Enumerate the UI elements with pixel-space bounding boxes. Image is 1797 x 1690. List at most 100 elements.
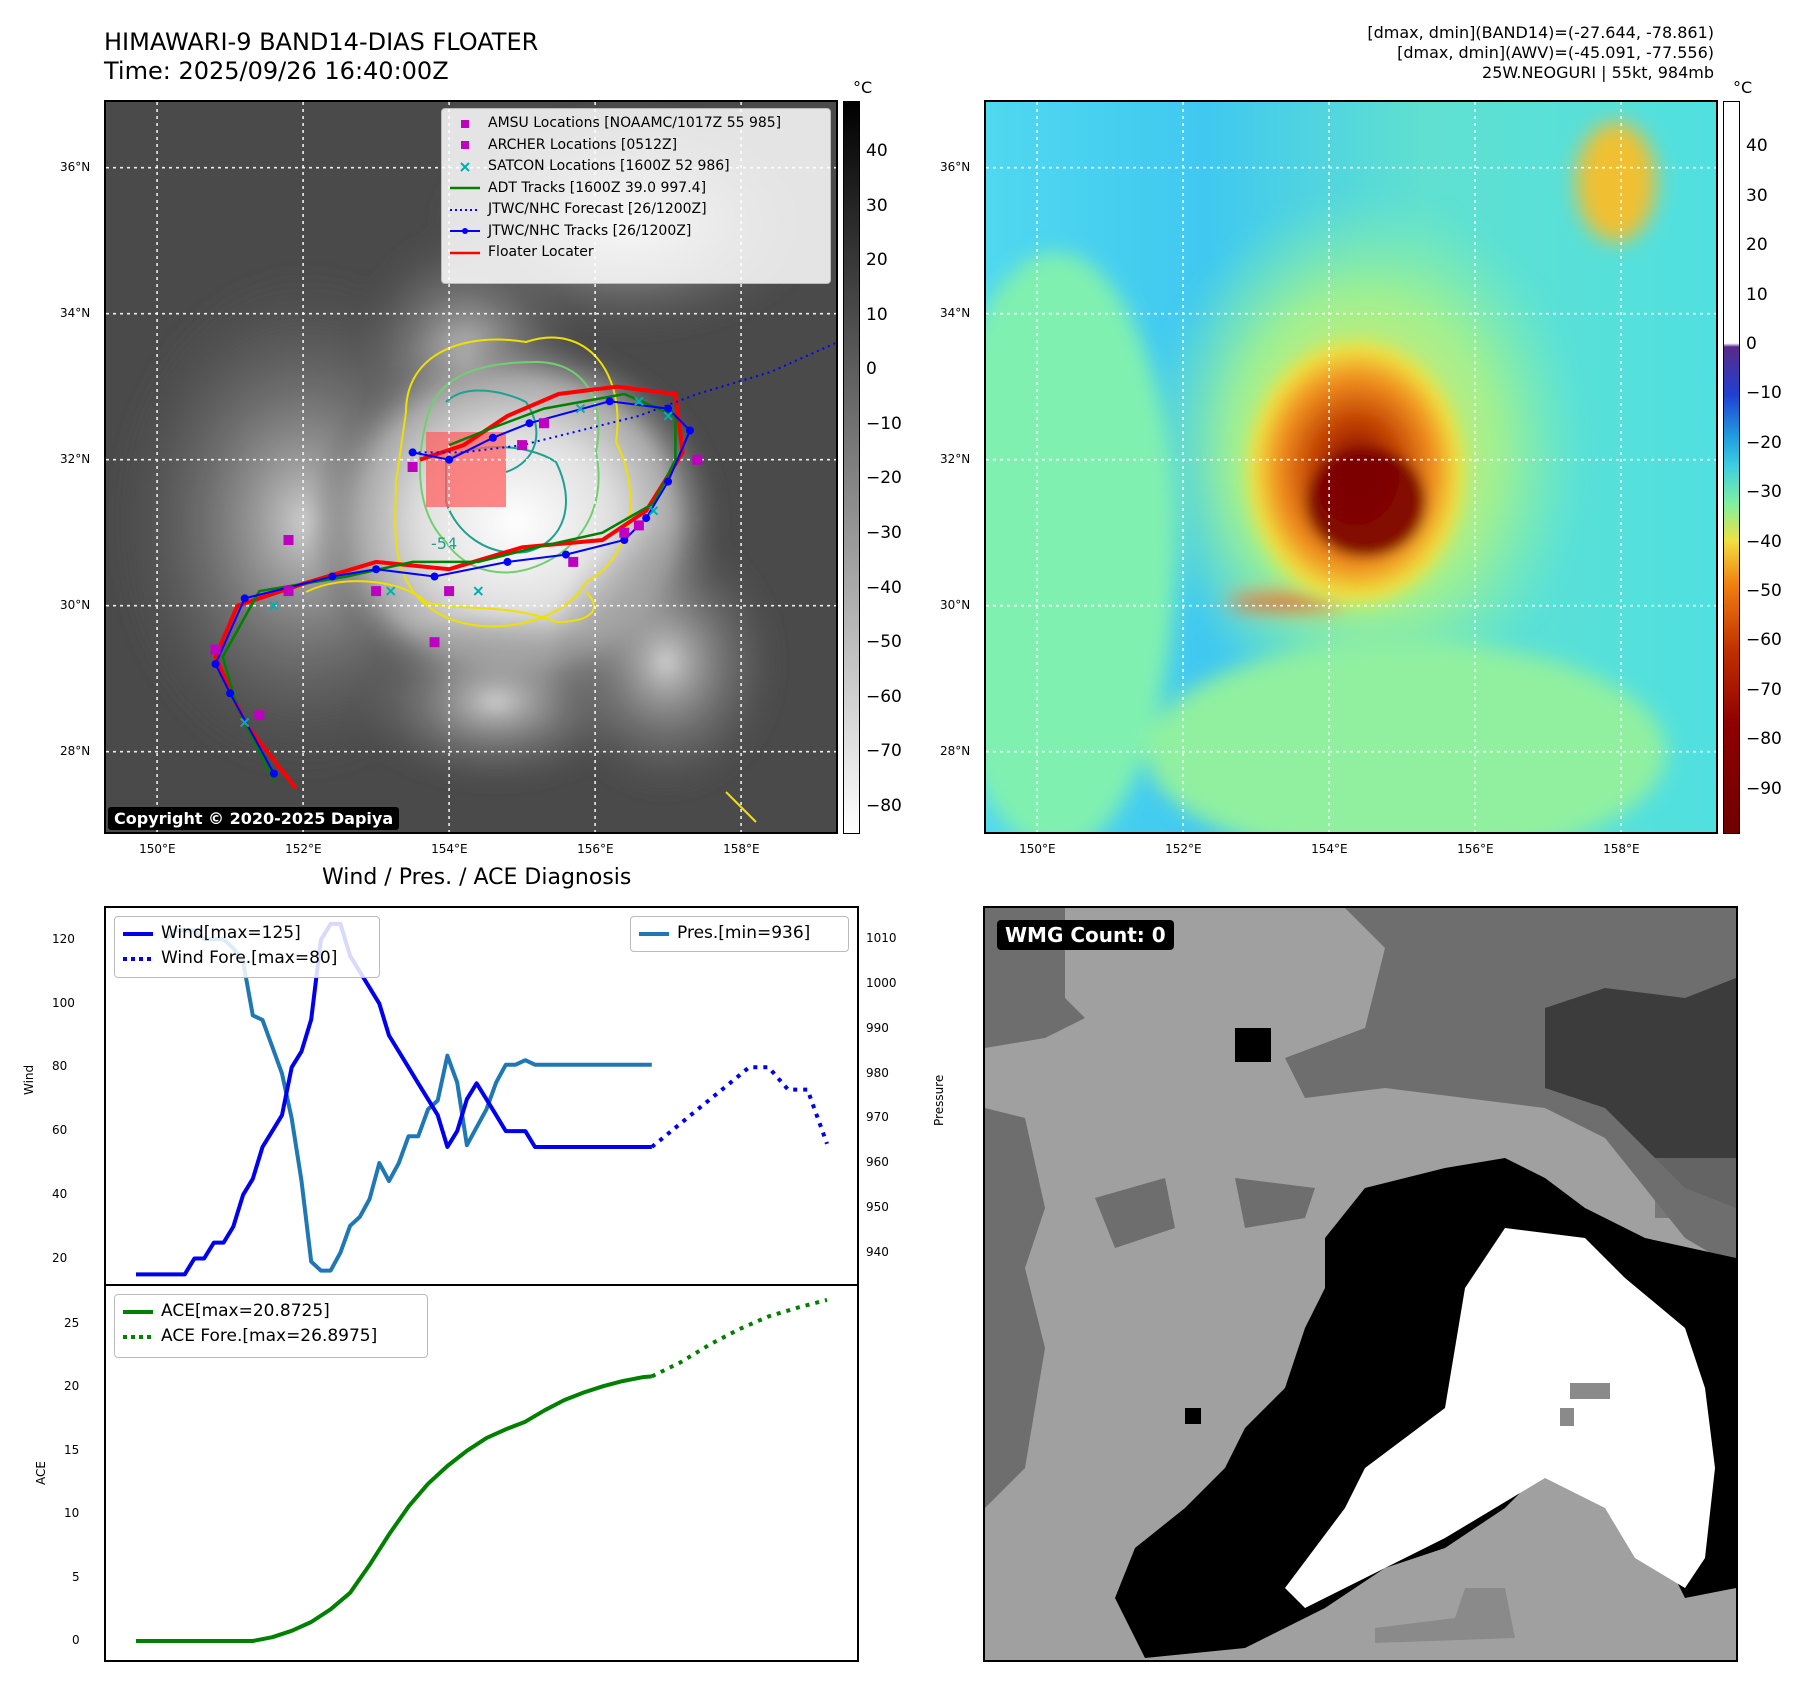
map-legend-item: AMSU Locations [NOAAMC/1017Z 55 985]: [450, 113, 822, 135]
wind-axis-label: Wind: [22, 1064, 36, 1095]
pressure-tick: 1010: [866, 931, 897, 946]
pres-legend-label: Pres.[min=936]: [677, 923, 811, 943]
map-lat-tick: 30°N: [60, 597, 91, 612]
colorbar-tick: 20: [1746, 235, 1768, 256]
pressure-tick: 940: [866, 1244, 889, 1259]
wv-map-panel: [984, 100, 1718, 834]
colorbar-tick: −10: [866, 413, 902, 434]
satcon-location-marker: [385, 586, 396, 596]
amsu-location-marker: [539, 418, 549, 429]
jtwc-track-point: [642, 514, 651, 523]
ir-colorbar-unit: °C: [853, 78, 873, 97]
colorbar-tick: −90: [1746, 778, 1782, 799]
ace-series: [136, 1374, 652, 1643]
pressure-tick: 960: [866, 1155, 889, 1170]
wind-tick: 60: [52, 1123, 68, 1138]
amsu-location-marker: [692, 454, 703, 465]
map-legend-item: ARCHER Locations [0512Z]: [450, 135, 822, 157]
map-legend-item: JTWC/NHC Tracks [26/1200Z]: [450, 221, 822, 243]
map-lat-tick: 34°N: [60, 305, 91, 320]
ace-legend: ACE[max=20.8725] ACE Fore.[max=26.8975]: [114, 1294, 428, 1358]
wind-legend-swatch: [123, 927, 153, 941]
wind-legend-label: Wind[max=125]: [161, 923, 301, 943]
info-storm-id: 25W.NEOGURI | 55kt, 984mb: [1482, 63, 1714, 82]
amsu-location-marker: [283, 586, 294, 597]
jtwc-track-point: [503, 557, 512, 566]
wind-fore-legend-label: Wind Fore.[max=80]: [161, 948, 338, 968]
ace-svg: [136, 1297, 828, 1643]
copyright-label: Copyright © 2020-2025 Dapiya: [108, 807, 400, 830]
amsu-location-marker: [429, 637, 440, 648]
info-awv-range: [dmax, dmin](AWV)=(-45.091, -77.556): [1397, 43, 1714, 62]
wmg-count-badge: WMG Count: 0: [997, 920, 1174, 950]
jtwc-track-point: [372, 565, 381, 574]
ace-legend-label: ACE[max=20.8725]: [161, 1301, 330, 1321]
jtwc-track-point: [226, 689, 235, 698]
satcon-location-marker: [269, 600, 279, 611]
satcon-location-marker: [663, 411, 673, 421]
ace-fore-legend-label: ACE Fore.[max=26.8975]: [161, 1326, 378, 1346]
map-lat-tick: 28°N: [60, 743, 91, 758]
jtwc-forecast-track: [412, 341, 836, 454]
pressure-tick: 990: [866, 1020, 889, 1035]
satcon-location-marker: [575, 403, 586, 414]
map-legend-swatch: [450, 246, 480, 260]
pres-legend: Pres.[min=936]: [630, 916, 849, 952]
ace-fore-legend-swatch: [123, 1330, 153, 1344]
figure-time: Time: 2025/09/26 16:40:00Z: [104, 57, 449, 85]
jtwc-track-point: [211, 660, 220, 669]
colorbar-tick: 30: [866, 195, 888, 216]
colorbar-tick: 40: [866, 141, 888, 162]
pressure-tick: 950: [866, 1199, 889, 1214]
colorbar-tick: −80: [866, 795, 902, 816]
jtwc-track-point: [561, 550, 570, 559]
colorbar-tick: 0: [866, 359, 877, 380]
map-legend-label: ARCHER Locations [0512Z]: [488, 136, 678, 153]
amsu-location-marker: [254, 710, 265, 721]
wind-legend: Wind[max=125] Wind Fore.[max=80]: [114, 916, 380, 978]
map-lon-tick: 154°E: [431, 842, 468, 856]
colorbar-tick: 10: [866, 304, 888, 325]
map-lon-tick: 150°E: [139, 842, 176, 856]
map-legend-item: JTWC/NHC Forecast [26/1200Z]: [450, 199, 822, 221]
adt-track: [221, 392, 677, 782]
jtwc-track-point: [620, 536, 629, 544]
map-lat-tick: 32°N: [940, 451, 971, 466]
colorbar-tick: −60: [866, 686, 902, 707]
wind-tick: 120: [52, 931, 75, 946]
jtwc-track-point: [488, 433, 497, 442]
map-lon-tick: 158°E: [1603, 842, 1640, 856]
map-legend-label: SATCON Locations [1600Z 52 986]: [488, 158, 730, 174]
jtwc-track-point: [269, 769, 278, 778]
pressure-series: [163, 928, 652, 1273]
colorbar-tick: −30: [866, 522, 902, 543]
map-lon-tick: 158°E: [723, 842, 760, 856]
map-lon-tick: 150°E: [1019, 842, 1056, 856]
colorbar-tick: −40: [866, 577, 902, 598]
map-legend-label: JTWC/NHC Tracks [26/1200Z]: [488, 222, 692, 239]
colorbar-tick: −60: [1746, 630, 1782, 651]
map-lon-tick: 152°E: [1165, 842, 1202, 856]
ace-axis-label: ACE: [34, 1461, 48, 1485]
colorbar-tick: 20: [866, 250, 888, 271]
wind-forecast-series: [650, 1065, 829, 1149]
wind-tick: 40: [52, 1186, 68, 1201]
jtwc-track-point: [408, 448, 417, 457]
colorbar-tick: −70: [866, 741, 902, 762]
satcon-location-marker: [648, 506, 659, 516]
wv-map-svg: [986, 102, 1716, 832]
map-legend: AMSU Locations [NOAAMC/1017Z 55 985] ARCH…: [441, 108, 831, 284]
figure-title: HIMAWARI-9 BAND14-DIAS FLOATER: [104, 28, 539, 56]
diagnosis-title: Wind / Pres. / ACE Diagnosis: [322, 865, 632, 890]
colorbar-tick: −50: [1746, 580, 1782, 601]
map-lat-tick: 28°N: [940, 743, 971, 758]
ir-map-panel: -54 AMSU Locations [NOAAMC/1017Z 55 985]…: [104, 100, 838, 834]
colorbar-tick: 0: [1746, 334, 1757, 355]
amsu-location-marker: [444, 586, 455, 597]
colorbar-tick: −70: [1746, 679, 1782, 700]
ace-tick: 15: [64, 1442, 80, 1457]
jtwc-track-point: [686, 426, 694, 435]
wmg-panel: WMG Count: 0: [983, 906, 1738, 1662]
amsu-location-marker: [517, 440, 528, 451]
amsu-location-marker: [407, 462, 418, 472]
